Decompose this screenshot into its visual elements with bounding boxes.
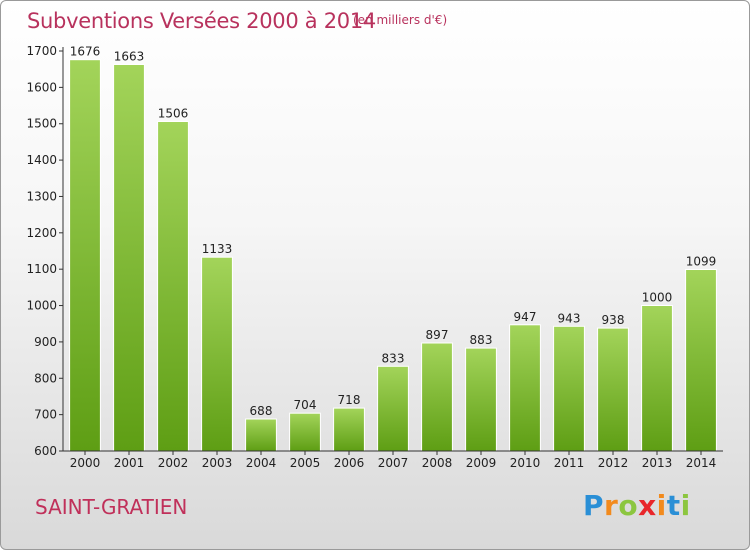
y-tick-label: 1400 — [26, 153, 57, 167]
bar-2000 — [69, 59, 101, 452]
data-labels: 1676 1663 1506 1133 688 704 718 833 897 883 947 943… — [70, 45, 717, 418]
data-label-2013: 1000 — [642, 291, 673, 305]
x-tick-label: 2008 — [422, 456, 453, 470]
x-tick-label: 2005 — [290, 456, 321, 470]
data-label-2011: 943 — [558, 311, 581, 325]
y-tick-label: 600 — [34, 444, 57, 458]
bars — [69, 59, 717, 452]
y-tick-label: 800 — [34, 371, 57, 385]
y-tick-label: 900 — [34, 335, 57, 349]
x-tick-label: 2004 — [246, 456, 277, 470]
x-tick-label: 2011 — [554, 456, 585, 470]
bar-2014 — [685, 269, 717, 452]
bar-2005 — [289, 412, 321, 452]
logo-letter: o — [618, 489, 639, 522]
bar-2009 — [465, 347, 497, 452]
x-tick-label: 2001 — [114, 456, 145, 470]
bar-2013 — [641, 305, 673, 452]
bar-2004 — [245, 418, 277, 452]
bar-2011 — [553, 325, 585, 452]
x-tick-label: 2009 — [466, 456, 497, 470]
y-tick-label: 700 — [34, 408, 57, 422]
bar-2006 — [333, 407, 365, 452]
x-tick-label: 2014 — [686, 456, 717, 470]
x-axis: 2000 2001 2002 2003 2004 2005 2006 2007 2008 2009… — [63, 450, 723, 470]
y-tick-label: 1600 — [26, 80, 57, 94]
data-label-2008: 897 — [426, 328, 449, 342]
y-tick-label: 1300 — [26, 189, 57, 203]
data-label-2000: 1676 — [70, 45, 101, 59]
logo-letter: t — [666, 489, 681, 522]
y-tick-label: 1200 — [26, 226, 57, 240]
logo-letter: i — [656, 489, 667, 522]
bar-2001 — [113, 64, 145, 452]
data-label-2014: 1099 — [686, 255, 717, 269]
data-label-2009: 883 — [470, 333, 493, 347]
data-label-2012: 938 — [602, 313, 625, 327]
logo-letter: P — [583, 489, 605, 522]
x-tick-label: 2002 — [158, 456, 189, 470]
y-axis: 600 700 800 900 1000 1100 1200 1300 1400 1500 1600… — [26, 44, 64, 458]
chart-subtitle: (en milliers d'€) — [353, 13, 448, 27]
x-tick-label: 2000 — [70, 456, 101, 470]
x-tick-label: 2013 — [642, 456, 673, 470]
data-label-2006: 718 — [338, 393, 361, 407]
bar-2002 — [157, 121, 189, 452]
chart-title: Subventions Versées 2000 à 2014 — [27, 9, 376, 33]
bar-2007 — [377, 365, 409, 452]
x-tick-label: 2010 — [510, 456, 541, 470]
logo-letter: r — [604, 489, 619, 522]
data-label-2002: 1506 — [158, 107, 189, 121]
x-tick-label: 2006 — [334, 456, 365, 470]
y-tick-label: 1100 — [26, 262, 57, 276]
logo-letter: x — [638, 489, 657, 522]
data-label-2010: 947 — [514, 310, 537, 324]
x-tick-label: 2012 — [598, 456, 629, 470]
y-tick-label: 1000 — [26, 299, 57, 313]
commune-name: SAINT-GRATIEN — [35, 495, 188, 519]
bar-2012 — [597, 327, 629, 452]
bar-2008 — [421, 342, 453, 452]
bar-2003 — [201, 256, 233, 452]
y-tick-label: 1500 — [26, 117, 57, 131]
x-tick-label: 2003 — [202, 456, 233, 470]
y-tick-label: 1700 — [26, 44, 57, 58]
data-label-2005: 704 — [294, 398, 317, 412]
data-label-2003: 1133 — [202, 242, 233, 256]
bar-2010 — [509, 324, 541, 452]
data-label-2004: 688 — [250, 404, 273, 418]
x-tick-label: 2007 — [378, 456, 409, 470]
logo-letter: i — [680, 489, 691, 522]
data-label-2007: 833 — [382, 351, 405, 365]
data-label-2001: 1663 — [114, 50, 145, 64]
proxiti-logo: Proxiti — [583, 489, 691, 522]
